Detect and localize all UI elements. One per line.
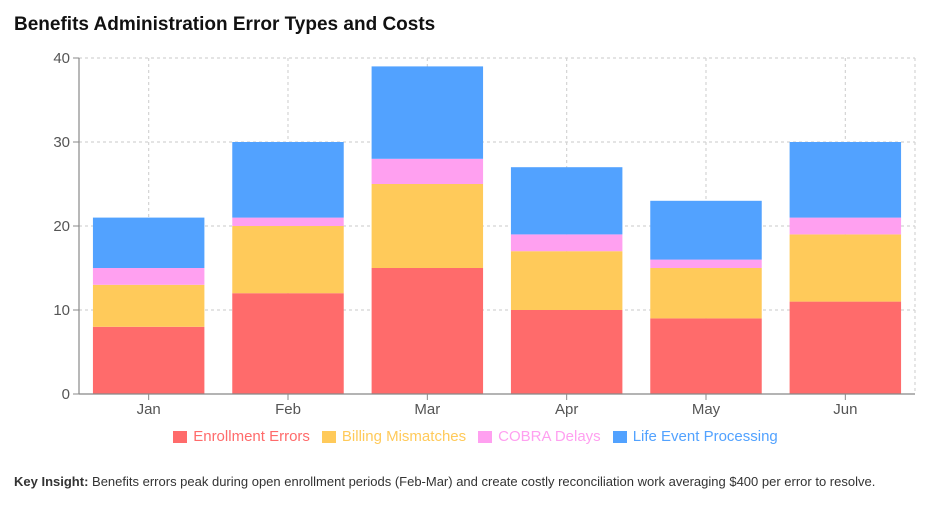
- bar-segment: [92, 217, 205, 268]
- bar-segment: [510, 310, 623, 394]
- x-tick-label: Jan: [137, 401, 161, 418]
- bar-segment: [232, 226, 344, 294]
- x-tick-label: Jun: [833, 401, 857, 418]
- bar-segment: [371, 66, 484, 159]
- legend-label: Enrollment Errors: [193, 428, 310, 445]
- bar-segment: [650, 200, 762, 260]
- legend-label: Life Event Processing: [632, 428, 778, 445]
- legend-swatch: [173, 430, 188, 443]
- bar-segment: [510, 167, 623, 235]
- x-tick-label: Mar: [414, 401, 440, 418]
- x-tick-label: Feb: [275, 401, 301, 418]
- bar-segment: [92, 326, 205, 394]
- bar-segment: [650, 268, 762, 319]
- legend-item[interactable]: COBRA Delays: [478, 428, 601, 445]
- x-tick-label: May: [692, 401, 721, 418]
- bar-segment: [789, 301, 902, 394]
- legend-label: Billing Mismatches: [341, 428, 467, 445]
- bar-segment: [650, 318, 762, 394]
- legend-item[interactable]: Life Event Processing: [612, 428, 778, 445]
- key-insight-text: Benefits errors peak during open enrollm…: [92, 474, 876, 489]
- y-tick-label: 20: [53, 218, 70, 235]
- legend-swatch: [612, 430, 627, 443]
- y-tick-label: 30: [53, 134, 70, 151]
- bar-segment: [789, 234, 902, 302]
- y-tick-label: 40: [53, 50, 70, 67]
- bar-segment: [371, 268, 484, 394]
- key-insight-label: Key Insight:: [14, 474, 89, 489]
- bar-segment: [92, 284, 205, 327]
- bar-segment: [789, 217, 902, 235]
- legend-swatch: [321, 430, 336, 443]
- legend-item[interactable]: Enrollment Errors: [173, 428, 310, 445]
- bar-segment: [371, 158, 484, 184]
- bars: [92, 66, 902, 394]
- chart-title: Benefits Administration Error Types and …: [14, 14, 436, 35]
- legend: Enrollment Errors Billing Mismatches COBRA…: [0, 428, 951, 445]
- x-tick-label: Apr: [555, 401, 578, 418]
- bar-segment: [232, 217, 344, 226]
- tick-labels: 0 10 20 30 40 Jan Feb Mar Apr May Jun: [53, 50, 857, 418]
- bar-segment: [371, 184, 484, 268]
- legend-item[interactable]: Billing Mismatches: [321, 428, 467, 445]
- bar-segment: [92, 268, 205, 285]
- legend-swatch: [478, 430, 493, 443]
- bar-segment: [510, 234, 623, 252]
- bar-segment: [232, 293, 344, 394]
- legend-label: COBRA Delays: [498, 428, 601, 445]
- y-tick-label: 0: [62, 386, 70, 403]
- bar-segment: [789, 142, 902, 218]
- key-insight: Key Insight: Benefits errors peak during…: [14, 472, 914, 492]
- bar-segment: [232, 142, 344, 218]
- bar-segment: [510, 251, 623, 310]
- axes: [73, 57, 915, 400]
- bar-segment: [650, 259, 762, 268]
- y-tick-label: 10: [53, 302, 70, 319]
